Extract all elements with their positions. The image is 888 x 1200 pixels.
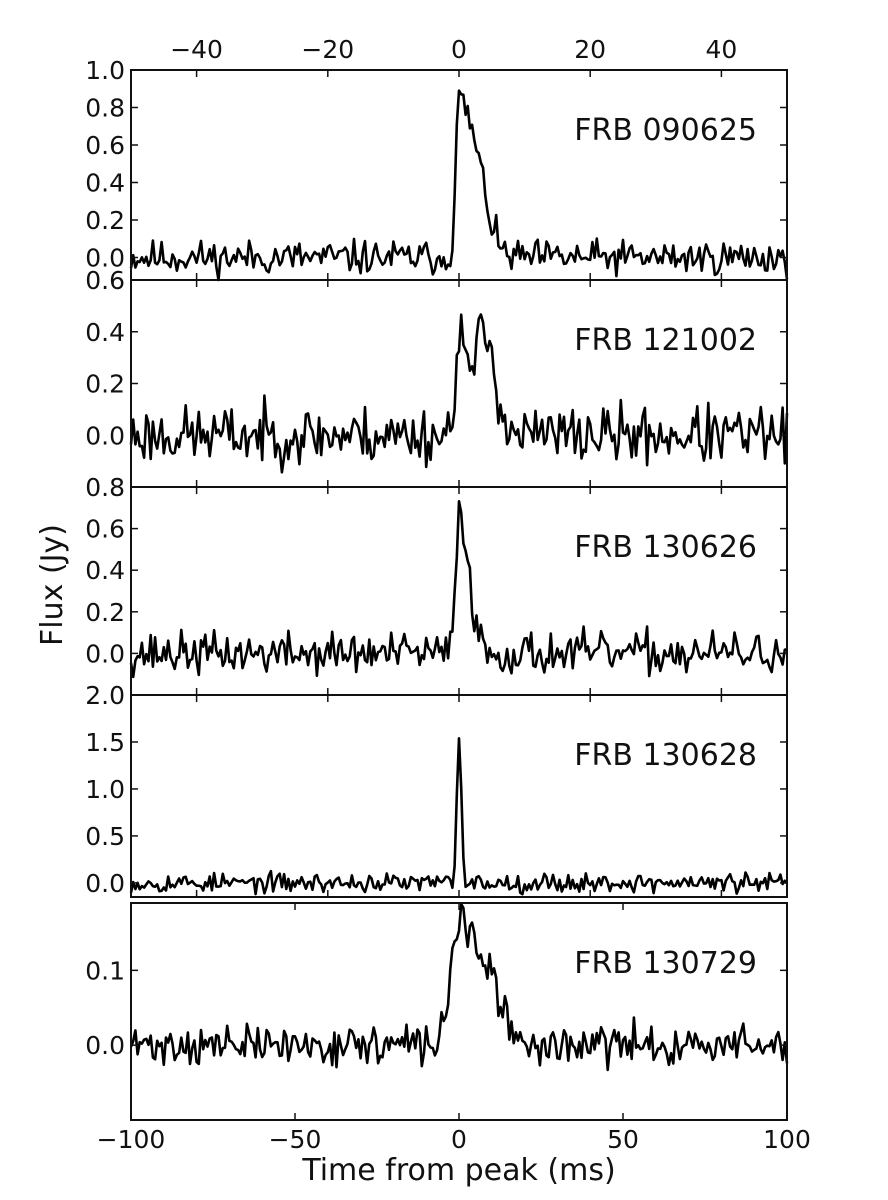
top-x-axis: −40 −20 0 20 40 <box>170 35 737 64</box>
bottom-x-tick-label: 50 <box>607 1125 639 1154</box>
panel-label: FRB 130626 <box>574 530 757 565</box>
y-tick-label: 0.2 <box>85 206 125 235</box>
panel-label: FRB 090625 <box>574 113 757 148</box>
panel-label: FRB 121002 <box>574 323 757 358</box>
top-x-tick-label: 0 <box>451 35 467 64</box>
bottom-x-tick-label: −50 <box>269 1125 322 1154</box>
y-tick-label: 0.1 <box>85 956 125 985</box>
panel-3: 0.0 0.5 1.0 1.5 2.0 FRB 130628 <box>85 681 788 898</box>
y-tick-label: 0.0 <box>85 421 125 450</box>
y-tick-label: 1.5 <box>85 728 125 757</box>
y-tick-label: 0.4 <box>85 318 125 347</box>
bottom-x-tick-label: 0 <box>451 1125 467 1154</box>
y-tick-label: 0.6 <box>85 266 125 295</box>
y-tick-label: 0.4 <box>85 556 125 585</box>
bottom-x-axis: −100 −50 0 50 100 <box>97 1125 811 1154</box>
panel-frame <box>130 694 788 898</box>
bottom-x-tick-label: −100 <box>97 1125 166 1154</box>
panel-1: 0.0 0.2 0.4 0.6 FRB 121002 <box>85 266 789 488</box>
panel-label: FRB 130729 <box>574 946 757 981</box>
y-tick-label: 0.6 <box>85 515 125 544</box>
panels-group: 0.0 0.2 0.4 0.6 0.8 1.0 FRB 090625 0.0 0.2 0.4 0.6… <box>85 56 789 1121</box>
y-tick-label: 0.0 <box>85 1031 125 1060</box>
y-tick-label: 0.0 <box>85 869 125 898</box>
top-x-tick-label: −20 <box>301 35 354 64</box>
panel-frame <box>130 279 788 488</box>
y-tick-label: 2.0 <box>85 681 125 710</box>
y-tick-label: 1.0 <box>85 775 125 804</box>
data-trace <box>129 500 788 679</box>
x-axis-title: Time from peak (ms) <box>301 1153 615 1188</box>
data-trace <box>129 902 789 1072</box>
data-trace <box>129 89 789 282</box>
data-trace <box>129 313 789 474</box>
y-tick-label: 0.8 <box>85 94 125 123</box>
panel-4: 0.0 0.1 FRB 130729 <box>85 902 789 1121</box>
bottom-x-tick-label: 100 <box>763 1125 811 1154</box>
top-x-tick-label: −40 <box>170 35 223 64</box>
panel-2: 0.0 0.2 0.4 0.6 0.8 FRB 130626 <box>85 473 788 696</box>
y-tick-label: 0.6 <box>85 131 125 160</box>
y-axis-title: Flux (Jy) <box>35 524 70 646</box>
y-tick-label: 0.0 <box>85 639 125 668</box>
data-trace <box>129 737 788 896</box>
top-x-tick-label: 20 <box>574 35 606 64</box>
y-tick-label: 0.2 <box>85 598 125 627</box>
y-tick-label: 0.5 <box>85 822 125 851</box>
top-x-tick-label: 40 <box>705 35 737 64</box>
y-tick-label: 0.8 <box>85 473 125 502</box>
y-tick-label: 0.4 <box>85 169 125 198</box>
y-tick-label: 1.0 <box>85 56 125 85</box>
y-tick-label: 0.2 <box>85 370 125 399</box>
panel-0: 0.0 0.2 0.4 0.6 0.8 1.0 FRB 090625 <box>85 56 789 282</box>
y-tick-label: 0.0 <box>85 244 125 273</box>
panel-label: FRB 130628 <box>574 738 757 773</box>
